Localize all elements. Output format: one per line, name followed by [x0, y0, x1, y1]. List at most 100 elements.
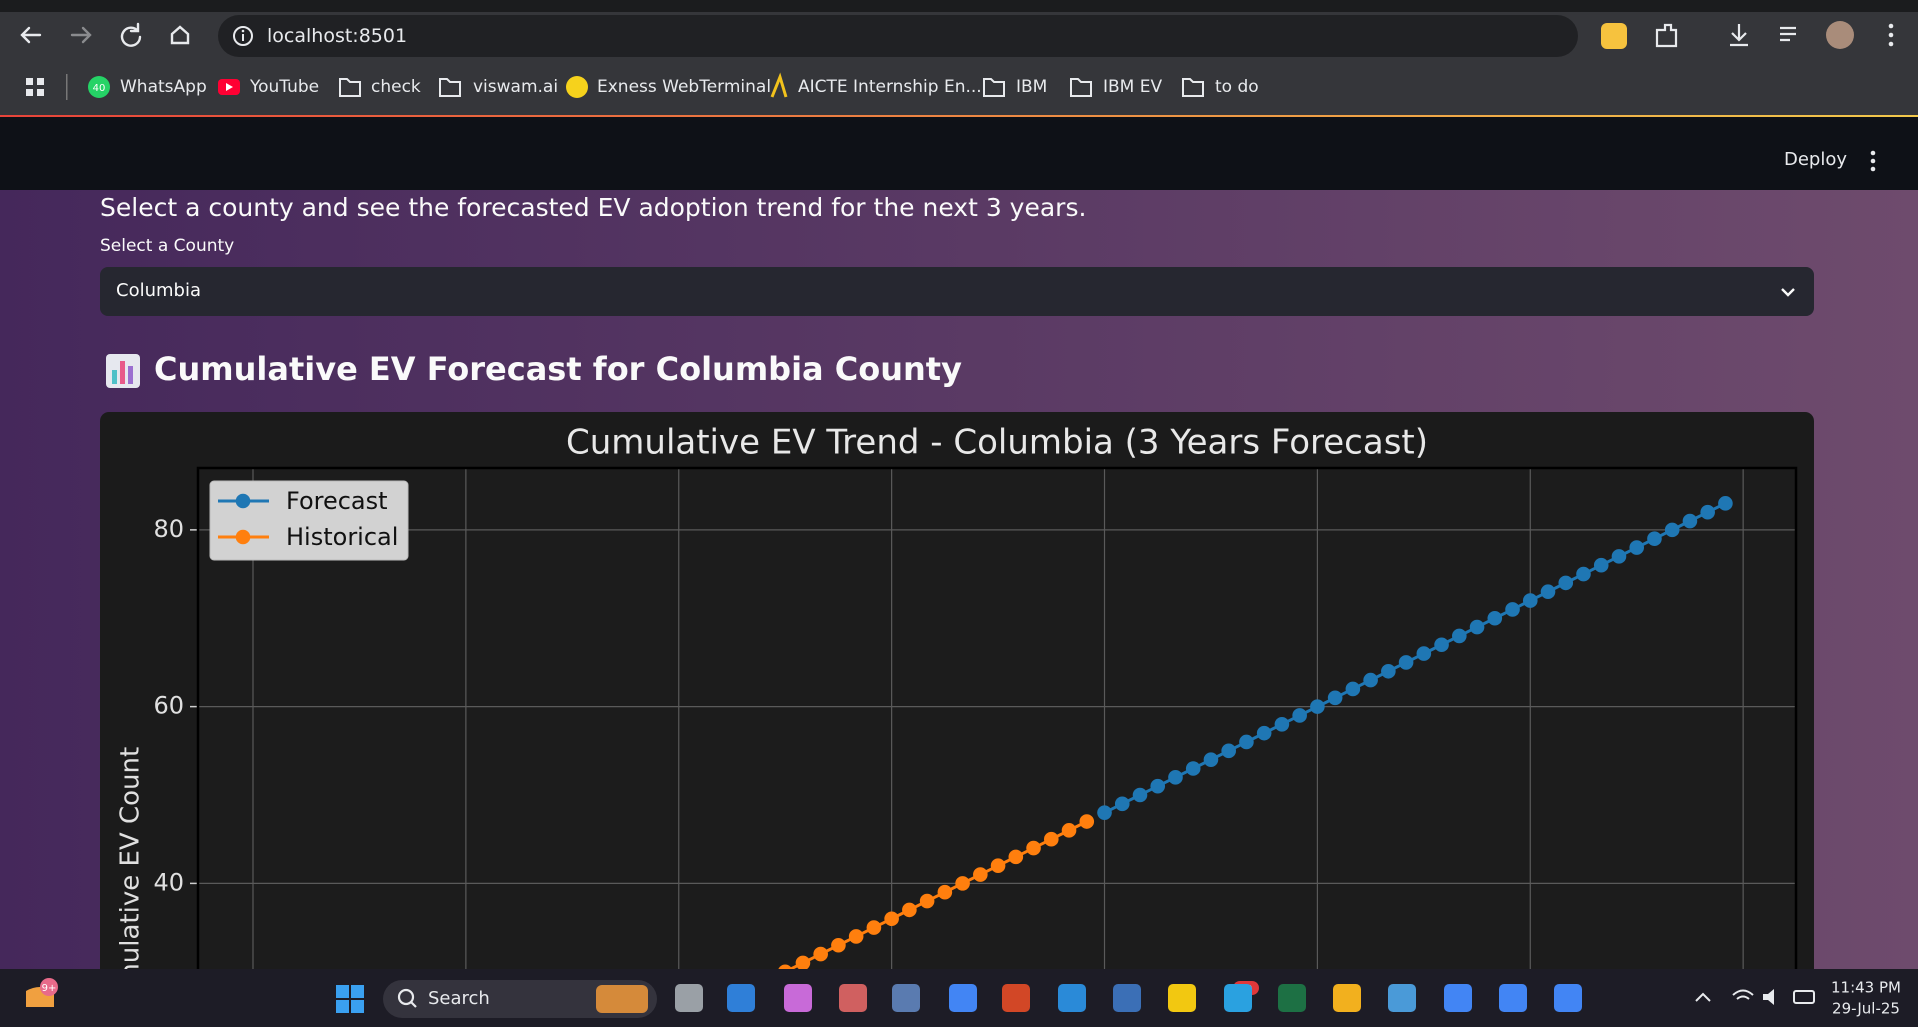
bookmark[interactable]: to do [1215, 77, 1259, 97]
legend-marker [235, 493, 251, 509]
bookmark[interactable]: YouTube [250, 77, 320, 97]
profile-avatar[interactable] [1826, 21, 1854, 49]
data-point [1327, 690, 1343, 706]
y-tick-label: 80 [153, 515, 184, 543]
data-point [831, 937, 846, 953]
data-point [1718, 496, 1733, 511]
data-point [1132, 787, 1148, 803]
chart-emoji [106, 354, 140, 388]
taskbar-app[interactable] [1167, 984, 1196, 1012]
clock-time[interactable]: 11:43 PM [1831, 979, 1901, 997]
search-text[interactable]: Search [428, 988, 490, 1009]
back-button[interactable] [20, 26, 42, 44]
clock-date[interactable]: 29-Jul-25 [1832, 1000, 1900, 1018]
taskbar-app[interactable] [1223, 984, 1252, 1012]
address-bar[interactable]: localhost:8501 [218, 15, 1578, 57]
data-point [1274, 717, 1290, 732]
download-icon[interactable] [1730, 24, 1748, 47]
data-point [795, 955, 811, 969]
select-label: Select a County [100, 236, 235, 256]
data-point [1700, 504, 1715, 520]
data-point [1239, 734, 1254, 750]
data-point [955, 876, 970, 891]
tab-strip [0, 0, 1918, 12]
extension-badge[interactable] [1601, 23, 1627, 49]
data-point [1026, 840, 1041, 856]
data-point [1061, 823, 1077, 838]
data-point [1043, 831, 1059, 847]
y-tick-label: 60 [153, 692, 184, 720]
url[interactable]: localhost:8501 [267, 25, 408, 47]
data-point [1256, 725, 1272, 741]
taskbar-app[interactable] [1002, 984, 1031, 1012]
data-point [1647, 531, 1662, 547]
data-point [1168, 770, 1183, 785]
data-point [1381, 663, 1396, 679]
data-point [1629, 540, 1645, 555]
extensions-icon[interactable] [1655, 23, 1678, 48]
taskbar-app[interactable] [1554, 984, 1583, 1012]
widgets-badge: 9+ [42, 983, 57, 994]
data-point [1522, 593, 1538, 608]
plot-area [198, 468, 1796, 969]
forward-button[interactable] [70, 26, 92, 44]
data-point [1416, 646, 1432, 661]
taskbar-app[interactable] [1277, 984, 1306, 1012]
plot-frame [196, 466, 1798, 969]
bookmark-icons: 40 [26, 72, 1204, 100]
bookmark[interactable]: Exness WebTerminal [597, 77, 772, 97]
taskbar-app[interactable] [674, 984, 703, 1012]
bookmark[interactable]: IBM [1016, 77, 1048, 97]
whatsapp-badge: 40 [93, 83, 106, 94]
data-point [1558, 575, 1574, 591]
data-point [1097, 805, 1112, 820]
county-select[interactable]: Columbia [100, 267, 1814, 316]
data-point [1664, 522, 1680, 538]
legend-label: Forecast [286, 487, 388, 515]
taskbar-app[interactable] [1444, 984, 1473, 1012]
y-tick-label: 40 [153, 868, 184, 896]
home-button[interactable] [170, 25, 190, 45]
taskbar-app[interactable] [1057, 984, 1086, 1012]
deploy-button[interactable]: Deploy [1784, 149, 1848, 170]
loading-bar [0, 115, 1918, 117]
section-heading: Cumulative EV Forecast for Columbia Coun… [154, 350, 962, 388]
bookmark[interactable]: AICTE Internship En... [798, 77, 982, 97]
taskbar-app[interactable] [1332, 984, 1361, 1012]
intro-text: Select a county and see the forecasted E… [100, 193, 1087, 222]
taskbar-app[interactable] [783, 984, 812, 1012]
bookmark[interactable]: check [371, 77, 421, 97]
data-point [919, 893, 935, 909]
data-point [990, 858, 1006, 874]
chart: Cumulative EV Trend - Columbia (3 Years … [100, 412, 1814, 969]
data-point [1345, 681, 1361, 697]
data-point [1540, 584, 1556, 600]
data-point [778, 964, 792, 969]
data-point [848, 929, 864, 944]
bookmark[interactable]: WhatsApp [120, 77, 207, 97]
taskbar-app[interactable] [948, 984, 977, 1012]
taskbar-app[interactable] [838, 984, 867, 1012]
data-point [1487, 610, 1503, 626]
data-point [1363, 672, 1378, 688]
start-button[interactable] [336, 985, 364, 1013]
taskbar-app[interactable] [1112, 984, 1141, 1012]
bookmark[interactable]: viswam.ai [473, 77, 559, 97]
bookmark[interactable]: IBM EV [1103, 77, 1163, 97]
reload-button[interactable] [120, 22, 142, 47]
data-point [1008, 849, 1024, 865]
data-point [1185, 761, 1201, 776]
taskbar-app[interactable] [1387, 984, 1416, 1012]
taskbar-app[interactable] [892, 984, 921, 1012]
data-point [884, 911, 899, 927]
taskbar-app[interactable] [727, 984, 756, 1012]
media-icon[interactable] [1780, 26, 1796, 42]
data-point [902, 902, 917, 918]
search-box[interactable] [383, 980, 657, 1018]
taskbar-app[interactable] [1499, 984, 1528, 1012]
data-point [1292, 708, 1307, 723]
site-info-icon[interactable] [228, 21, 258, 51]
app-menu[interactable] [1868, 149, 1878, 173]
legend-label: Historical [286, 523, 398, 551]
